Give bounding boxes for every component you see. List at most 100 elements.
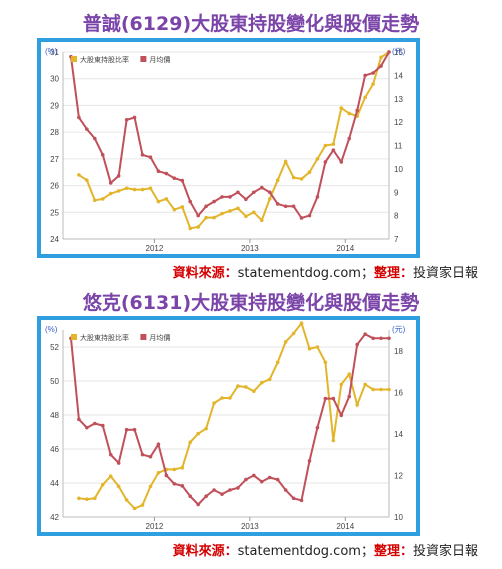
data-point: [212, 401, 216, 405]
data-point: [236, 190, 240, 195]
data-point: [196, 502, 200, 507]
data-point: [291, 496, 296, 501]
right-tick-label: 10: [394, 513, 403, 522]
data-point: [275, 360, 280, 365]
data-point: [132, 427, 137, 432]
data-point: [323, 143, 328, 148]
right-axis-unit: (元): [392, 325, 406, 334]
data-point: [307, 459, 312, 463]
data-point: [339, 382, 344, 387]
data-point: [363, 95, 367, 100]
data-point: [108, 452, 113, 457]
x-tick-label: 2013: [241, 244, 259, 253]
data-point: [220, 195, 224, 199]
data-point: [315, 345, 320, 349]
data-point: [347, 136, 352, 141]
data-point: [291, 175, 296, 180]
left-tick-label: 50: [50, 377, 59, 386]
right-tick-label: 18: [394, 347, 403, 356]
data-point: [283, 488, 288, 492]
data-point: [180, 178, 185, 183]
data-point: [347, 111, 352, 116]
source-label: 資料來源：: [172, 266, 238, 281]
right-tick-label: 10: [394, 165, 403, 174]
data-point: [180, 484, 185, 488]
data-point: [379, 55, 383, 60]
data-point: [148, 454, 153, 459]
data-point: [124, 427, 129, 432]
organizer-name: 投資家日報: [412, 266, 478, 281]
data-point: [355, 108, 359, 113]
data-point: [156, 471, 161, 475]
x-tick-label: 2014: [336, 522, 354, 531]
data-point: [77, 417, 81, 422]
data-point: [188, 226, 193, 231]
data-point: [331, 148, 336, 152]
data-point: [220, 211, 224, 216]
data-point: [172, 207, 177, 212]
data-point: [339, 160, 344, 164]
data-point: [188, 199, 193, 204]
source-label: 資料來源：: [172, 544, 238, 559]
data-point: [100, 482, 105, 487]
data-point: [132, 115, 137, 120]
data-point: [339, 413, 344, 417]
legend-label: 大股東持股比率: [80, 333, 129, 342]
data-point: [116, 461, 121, 465]
data-point: [267, 190, 272, 195]
chart-1-source: 資料來源：statementdog.com；整理：投資家日報: [0, 262, 478, 281]
data-point: [331, 396, 336, 401]
data-point: [236, 206, 240, 211]
data-point: [212, 199, 216, 204]
data-point: [196, 225, 200, 229]
left-axis-unit: (%): [45, 47, 58, 56]
left-tick-label: 24: [50, 235, 59, 244]
data-point: [252, 389, 256, 393]
data-point: [275, 477, 280, 482]
data-point: [363, 382, 367, 387]
data-point: [132, 506, 137, 511]
legend-label: 月均價: [149, 55, 170, 64]
data-point: [379, 64, 383, 68]
source-separator: ；: [360, 266, 374, 281]
left-tick-label: 46: [50, 445, 59, 454]
series-line: [70, 332, 389, 506]
data-point: [85, 497, 89, 501]
left-tick-label: 29: [50, 101, 59, 110]
right-tick-label: 13: [394, 95, 403, 104]
data-point: [100, 197, 105, 201]
data-point: [323, 160, 328, 164]
data-point: [259, 218, 264, 223]
data-point: [228, 488, 232, 492]
data-point: [347, 394, 352, 399]
right-tick-label: 9: [394, 188, 399, 197]
data-point: [93, 421, 97, 426]
data-point: [196, 431, 200, 436]
chart-2-svg: 42 44 46 48 50 52 10 12 14 16 18 (%) (元) 2012 2013 2014…: [45, 321, 406, 531]
data-point: [371, 387, 375, 392]
data-point: [124, 498, 129, 502]
data-point: [259, 185, 264, 190]
organizer-name: 投資家日報: [412, 544, 478, 559]
data-point: [140, 503, 145, 507]
data-point: [244, 214, 248, 219]
data-point: [148, 186, 153, 191]
data-point: [108, 474, 113, 478]
data-point: [188, 494, 193, 499]
organizer-label: 整理：: [373, 266, 413, 281]
data-point: [212, 488, 216, 492]
data-point: [331, 438, 336, 443]
right-tick-label: 15: [394, 48, 403, 57]
data-point: [85, 178, 89, 183]
right-tick-label: 14: [394, 71, 403, 80]
data-point: [363, 73, 367, 78]
data-point: [100, 423, 105, 428]
data-point: [212, 215, 216, 220]
legend-swatch: [140, 334, 147, 340]
data-point: [379, 336, 383, 341]
source-site: statementdog.com: [237, 544, 361, 559]
data-point: [77, 173, 81, 177]
data-point: [387, 50, 391, 54]
data-point: [299, 498, 304, 503]
data-point: [315, 157, 320, 161]
